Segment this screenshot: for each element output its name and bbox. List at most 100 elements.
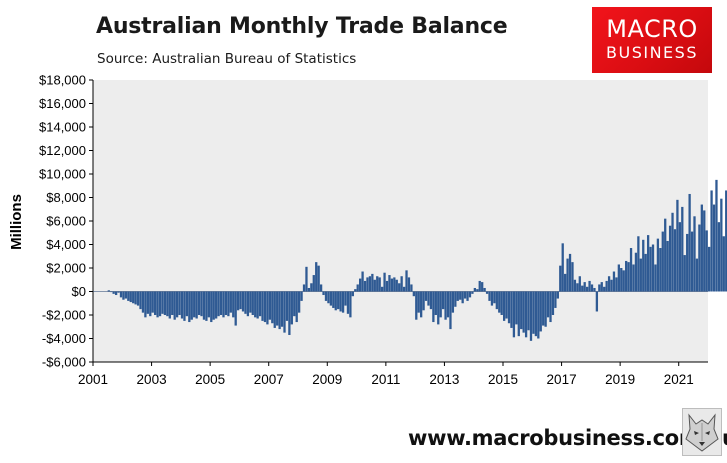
bar-2016-12: [559, 265, 562, 292]
bar-2017-07: [576, 283, 579, 292]
bar-2002-07: [136, 291, 140, 306]
bar-2022-08: [725, 190, 727, 292]
y-axis: -$6,000 -$4,000 -$2,000 $0 $2,000 $4,000 $6,00…: [39, 73, 94, 370]
bar-2007-11: [293, 291, 296, 317]
bar-2008-05: [307, 287, 311, 292]
bar-2017-03: [566, 258, 569, 292]
bar-2020-02: [651, 244, 655, 292]
bar-2003-01: [151, 291, 154, 313]
bar-2018-07: [605, 280, 608, 292]
bar-2016-06: [544, 291, 547, 327]
bar-2007-09: [288, 291, 291, 335]
bar-2004-09: [200, 291, 203, 317]
bar-2013-07: [459, 291, 462, 300]
bar-2022-02: [710, 190, 713, 292]
bar-2004-11: [205, 291, 208, 321]
x-tick-label: 2019: [605, 372, 635, 387]
website-url[interactable]: www.macrobusiness.com.au: [408, 426, 727, 450]
bar-2001-12: [119, 291, 123, 298]
x-tick-label: 2021: [664, 372, 694, 387]
bar-2005-10: [232, 291, 235, 318]
bar-2021-03: [683, 255, 686, 292]
y-tick-label: $14,000: [39, 120, 86, 135]
bar-2011-09: [405, 270, 408, 292]
bar-2008-02: [300, 291, 303, 301]
bar-2013-03: [449, 291, 452, 330]
bar-2008-11: [322, 291, 325, 296]
bar-2022-01: [708, 246, 711, 292]
bar-2011-06: [398, 283, 401, 292]
bar-2018-03: [595, 291, 599, 312]
bar-2015-12: [529, 291, 533, 341]
x-tick-label: 2005: [195, 372, 225, 387]
bar-2004-06: [193, 291, 196, 318]
bar-2012-04: [422, 291, 425, 311]
bar-2019-07: [634, 252, 638, 292]
bar-2017-04: [568, 253, 572, 292]
bar-2021-08: [695, 258, 699, 292]
bar-2011-07: [400, 276, 403, 292]
bar-2018-10: [612, 271, 616, 292]
y-tick-label: -$6,000: [42, 355, 86, 370]
bar-2004-10: [202, 291, 206, 320]
bar-2017-05: [571, 262, 574, 292]
bar-2011-10: [407, 277, 411, 292]
x-tick-label: 2011: [371, 372, 400, 387]
bar-2003-06: [163, 291, 167, 315]
bar-2018-11: [615, 277, 618, 292]
bar-2020-03: [654, 264, 657, 292]
bar-2006-01: [239, 291, 242, 310]
bar-2013-11: [468, 291, 472, 298]
bar-2008-07: [312, 275, 315, 292]
macrobusiness-logo[interactable]: MACRO BUSINESS: [592, 7, 712, 73]
bar-2021-06: [690, 231, 694, 292]
bar-2014-12: [500, 291, 503, 315]
bar-2009-07: [341, 291, 345, 313]
bar-2002-11: [146, 291, 149, 314]
bar-2014-10: [495, 291, 498, 310]
bar-2001-09: [112, 291, 115, 294]
bar-2005-04: [217, 291, 220, 317]
logo-line-1: MACRO: [606, 15, 698, 43]
y-tick-label: $10,000: [39, 167, 86, 182]
bar-2015-04: [510, 291, 513, 328]
bar-2006-02: [241, 291, 245, 312]
bar-2008-03: [302, 284, 306, 292]
bar-2003-05: [161, 291, 164, 314]
bar-2022-04: [715, 179, 718, 292]
bar-2004-01: [180, 291, 184, 319]
y-tick-label: $18,000: [39, 73, 86, 88]
y-tick-label: $2,000: [46, 261, 86, 276]
bar-2009-02: [329, 291, 333, 306]
bar-2002-09: [141, 291, 145, 313]
bar-2005-08: [227, 291, 230, 317]
bar-2012-03: [420, 291, 423, 318]
bar-2007-02: [271, 291, 274, 324]
bar-2009-11: [351, 291, 354, 297]
bar-2014-09: [493, 291, 496, 304]
x-tick-label: 2009: [312, 372, 342, 387]
bar-2012-09: [434, 291, 437, 315]
bar-2009-08: [344, 291, 347, 306]
bar-2006-12: [266, 291, 269, 325]
bar-2009-04: [334, 291, 337, 311]
bar-2005-06: [222, 291, 225, 318]
bar-2012-05: [424, 291, 428, 301]
bar-2015-01: [503, 291, 506, 321]
bar-2008-09: [317, 265, 320, 292]
bar-2019-09: [639, 258, 642, 292]
bar-2013-02: [446, 291, 450, 318]
bar-2021-07: [693, 216, 696, 292]
bar-2018-02: [593, 287, 596, 292]
bar-2021-10: [700, 204, 703, 292]
bar-2019-01: [620, 268, 623, 292]
bar-2007-05: [278, 291, 281, 330]
bar-2014-07: [488, 291, 491, 301]
bar-2019-06: [632, 264, 635, 292]
y-axis-title: Millions: [8, 194, 25, 250]
bar-2016-09: [551, 291, 555, 315]
bar-2004-03: [185, 291, 189, 317]
bar-2019-08: [637, 236, 640, 292]
bar-2018-04: [598, 284, 601, 292]
bar-2013-05: [454, 291, 457, 307]
